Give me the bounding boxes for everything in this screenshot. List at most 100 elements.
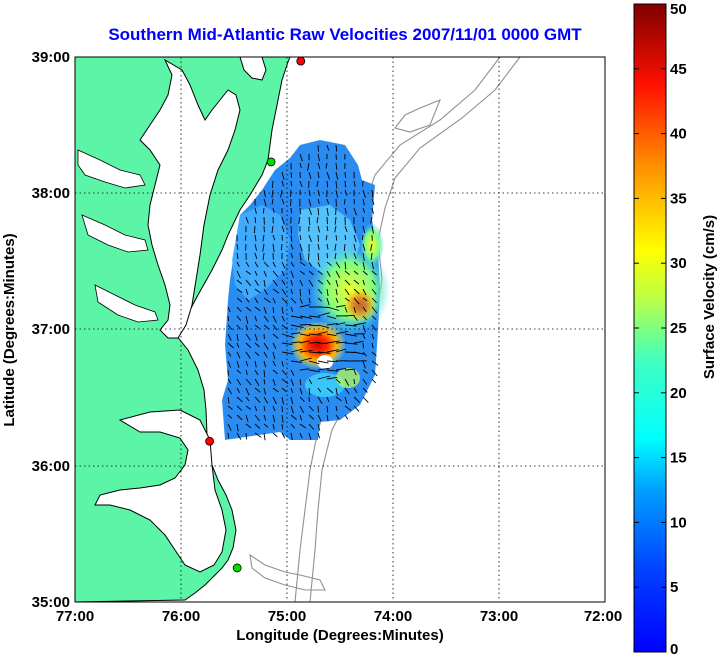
velocity-arrow (227, 306, 231, 313)
velocity-arrow (308, 198, 312, 207)
velocity-arrow (290, 348, 303, 353)
velocity-arrow (335, 367, 346, 371)
velocity-arrow (334, 243, 337, 251)
velocity-arrow (254, 378, 260, 387)
velocity-arrow (335, 414, 340, 420)
velocity-arrow (299, 207, 301, 215)
velocity-arrow (245, 432, 248, 440)
velocity-arrow (371, 288, 377, 295)
velocity-arrow (344, 207, 347, 214)
velocity-arrow (263, 288, 268, 295)
velocity-arrow (335, 261, 341, 269)
velocity-arrow (317, 225, 321, 233)
velocity-arrow (299, 153, 303, 162)
velocity-arrow (371, 207, 374, 214)
velocity-arrow (344, 342, 358, 345)
velocity-arrow (307, 162, 310, 171)
velocity-arrow (371, 342, 374, 349)
velocity-arrow (317, 405, 319, 413)
velocity-arrow (272, 396, 277, 405)
velocity-arrow (299, 357, 312, 362)
velocity-arrow (344, 387, 350, 395)
velocity-arrow (281, 297, 288, 305)
velocity-arrow (317, 375, 331, 380)
velocity-arrow (290, 378, 294, 386)
velocity-arrow (245, 306, 252, 312)
velocity-arrow (335, 180, 338, 189)
velocity-arrow (263, 423, 269, 428)
velocity-arrow (254, 252, 258, 260)
velocity-arrow (299, 270, 305, 275)
velocity-arrow (353, 234, 357, 243)
colorbar-tick-label: 25 (670, 320, 687, 337)
velocity-arrow (308, 234, 312, 242)
velocity-arrow (263, 396, 269, 404)
velocity-arrow (281, 324, 288, 330)
velocity-arrow (290, 396, 294, 405)
velocity-arrow (245, 396, 250, 402)
velocity-arrow (317, 198, 320, 205)
velocity-arrow (344, 324, 357, 327)
velocity-arrow (326, 360, 338, 363)
velocity-arrow (299, 243, 303, 252)
velocity-arrow (272, 342, 277, 350)
velocity-arrow (236, 243, 239, 250)
velocity-arrow (254, 414, 261, 422)
velocity-arrow (263, 198, 267, 207)
velocity-arrow (281, 414, 284, 423)
velocity-arrow (308, 288, 311, 295)
velocity-arrow (254, 405, 258, 411)
velocity-arrow (263, 387, 266, 395)
velocity-arrow (254, 270, 258, 276)
velocity-arrow (281, 261, 286, 269)
plot-frame (74, 56, 606, 603)
velocity-arrow (353, 243, 356, 251)
velocity-arrow (245, 324, 249, 331)
velocity-arrow (227, 360, 232, 368)
velocity-arrow (317, 297, 323, 302)
colorbar-tick-label: 35 (670, 190, 687, 207)
velocity-arrow (245, 342, 252, 349)
velocity-arrow (317, 367, 330, 371)
velocity-arrow (254, 387, 261, 393)
velocity-arrow (272, 405, 276, 412)
velocity-arrow (317, 432, 321, 439)
velocity-arrow (353, 387, 358, 394)
velocity-arrow (362, 207, 366, 214)
velocity-arrow (344, 297, 350, 302)
velocity-arrow (245, 288, 249, 295)
velocity-arrow (253, 225, 256, 234)
velocity-arrow (317, 360, 329, 364)
velocity-arrow (290, 180, 292, 187)
velocity-arrow (272, 234, 276, 241)
velocity-arrow (254, 342, 260, 348)
velocity-arrow (281, 234, 283, 241)
velocity-arrow (371, 270, 377, 276)
velocity-arrow (290, 387, 294, 394)
velocity-arrow (362, 216, 365, 223)
velocity-arrow (271, 225, 274, 234)
velocity-arrow (326, 297, 330, 306)
velocity-arrow (362, 351, 367, 357)
velocity-arrow (263, 378, 266, 385)
velocity-arrow (245, 414, 249, 422)
velocity-arrow (227, 351, 232, 357)
velocity-arrow (299, 252, 302, 261)
velocity-arrow (326, 288, 329, 297)
velocity-arrow (272, 333, 279, 339)
velocity-arrow (335, 304, 346, 308)
pamlico-sound (94, 409, 227, 573)
velocity-arrow (335, 279, 339, 287)
velocity-arrow (326, 171, 330, 180)
velocity-arrow (362, 342, 364, 349)
velocity-arrow (254, 234, 257, 242)
velocity-arrow (227, 369, 229, 376)
x-tick-label: 75:00 (268, 608, 306, 625)
figure-title: Southern Mid-Atlantic Raw Velocities 200… (108, 25, 582, 44)
velocity-arrow (353, 378, 355, 385)
velocity-arrow (326, 315, 337, 320)
velocity-arrow (263, 414, 267, 421)
velocity-arrow (299, 315, 312, 319)
velocity-arrow (236, 288, 243, 293)
colorbar-tick-label: 40 (670, 126, 687, 143)
